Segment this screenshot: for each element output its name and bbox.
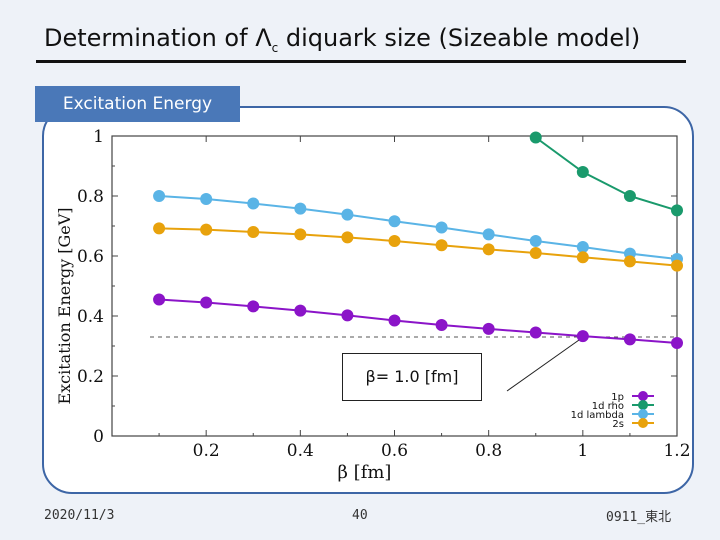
annotation-pointer [506, 339, 580, 392]
y-axis-label: Excitation Energy [GeV] [55, 207, 74, 404]
data-point-1p [200, 296, 213, 309]
data-point-1d-lambda [482, 228, 495, 241]
y-tick-label: 0.2 [77, 367, 104, 387]
x-tick-label: 0.8 [475, 441, 502, 461]
data-point-1d-lambda [576, 241, 589, 253]
data-point-1p [671, 337, 683, 349]
data-point-1d-lambda [294, 202, 307, 215]
legend-label-2s: 2s [612, 419, 624, 430]
data-point-1p [153, 293, 166, 306]
data-point-2s [576, 251, 589, 264]
data-point-2s [247, 226, 260, 238]
legend-label-1d-lambda: 1d lambda [571, 410, 624, 421]
y-tick-label: 0.6 [77, 247, 104, 267]
legend-marker-1d-rho [638, 400, 648, 410]
title-underline [36, 60, 686, 63]
section-tab: Excitation Energy [35, 86, 240, 122]
data-point-1d-rho [671, 204, 683, 217]
series-line-1d-lambda [159, 195, 678, 260]
data-point-1d-lambda [341, 208, 354, 221]
data-point-1d-rho [623, 190, 636, 202]
beta-annotation: β= 1.0 [fm] [342, 353, 482, 401]
data-point-2s [153, 222, 166, 235]
x-tick-label: 0.2 [193, 441, 220, 461]
data-point-2s [482, 243, 495, 256]
data-point-1p [294, 304, 307, 317]
data-point-1p [623, 333, 636, 346]
legend-marker-2s [638, 418, 648, 428]
data-point-1d-lambda [388, 215, 401, 228]
legend-label-1d-rho: 1d rho [592, 401, 624, 412]
x-tick-label: 0.4 [287, 441, 314, 461]
legend-marker-1p [638, 391, 648, 401]
title-prefix: Determination of Λ [44, 24, 272, 52]
data-point-2s [623, 255, 636, 268]
data-point-1p [482, 322, 495, 335]
y-tick-label: 0 [93, 427, 104, 447]
data-point-1p [529, 326, 542, 339]
slide-title: Determination of Λc diquark size (Sizeab… [34, 24, 704, 58]
data-point-1d-rho [529, 131, 542, 144]
data-point-1p [576, 330, 589, 343]
data-point-1d-rho [576, 166, 589, 178]
data-point-1p [435, 319, 448, 331]
series-line-2s [159, 227, 678, 267]
series-line-1p [159, 298, 678, 344]
x-tick-label: 1 [577, 441, 588, 461]
title-subscript: c [271, 40, 279, 55]
title-suffix: diquark size (Sizeable model) [278, 24, 641, 52]
data-point-1d-lambda [200, 193, 213, 205]
y-tick-label: 1 [93, 127, 104, 147]
x-axis-label: β [fm] [338, 462, 392, 483]
legend-label-1p: 1p [611, 392, 624, 403]
x-tick-label: 0.6 [381, 441, 408, 461]
y-tick-label: 0.4 [77, 307, 104, 327]
footer-id: 0911_東北 [606, 510, 672, 525]
data-point-1d-lambda [435, 221, 448, 234]
footer-page-number: 40 [352, 508, 368, 523]
data-point-2s [529, 247, 542, 259]
data-point-1p [341, 309, 354, 322]
y-tick-label: 0.8 [77, 187, 104, 207]
data-point-2s [388, 235, 401, 247]
data-point-1d-lambda [529, 235, 542, 247]
data-point-1d-lambda [247, 197, 260, 210]
data-point-1p [388, 314, 401, 327]
data-point-2s [671, 259, 683, 272]
data-point-2s [200, 223, 213, 236]
data-point-2s [294, 228, 307, 241]
series-line-1d-rho [535, 136, 678, 212]
data-point-1d-lambda [153, 190, 166, 202]
legend-marker-1d-lambda [638, 409, 648, 419]
data-point-2s [435, 239, 448, 252]
footer-date: 2020/11/3 [44, 508, 115, 523]
data-point-2s [341, 231, 354, 244]
data-point-1p [247, 300, 260, 313]
x-tick-label: 1.2 [663, 441, 690, 461]
excitation-energy-chart: 0 0.2 0.4 0.6 0.8 1 0.2 0.4 0.6 0.8 1 1.2 β [fm] Exci… [55, 127, 691, 483]
